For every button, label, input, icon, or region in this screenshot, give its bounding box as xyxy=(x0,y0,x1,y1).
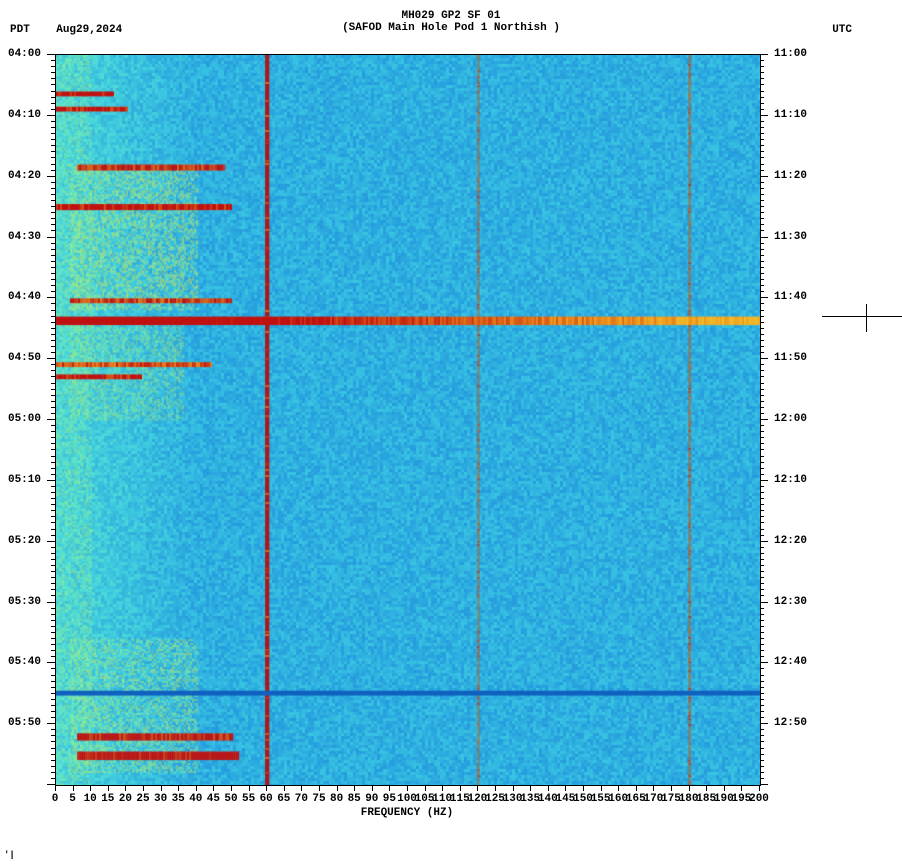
x-tick-label: 25 xyxy=(136,793,149,805)
y-left-label: 04:40 xyxy=(8,291,41,303)
x-tick-label: 35 xyxy=(172,793,185,805)
tz-right-label: UTC xyxy=(832,24,852,36)
y-right-label: 11:40 xyxy=(774,291,807,303)
header-center: MH029 GP2 SF 01 (SAFOD Main Hole Pod 1 N… xyxy=(0,10,902,34)
y-left-label: 04:00 xyxy=(8,48,41,60)
y-right-label: 11:30 xyxy=(774,231,807,243)
y-left-label: 05:20 xyxy=(8,535,41,547)
y-left-label: 05:30 xyxy=(8,596,41,608)
x-tick-label: 50 xyxy=(224,793,237,805)
y-left-label: 04:30 xyxy=(8,231,41,243)
x-tick-label: 60 xyxy=(260,793,273,805)
header-right: UTC xyxy=(832,24,852,36)
y-axis-left: 04:0004:1004:2004:3004:4004:5005:0005:10… xyxy=(0,54,55,784)
x-tick-label: 200 xyxy=(749,793,769,805)
spectrogram-canvas xyxy=(56,55,760,785)
side-event-marker xyxy=(822,304,902,334)
y-right-label: 12:20 xyxy=(774,535,807,547)
y-left-label: 05:40 xyxy=(8,656,41,668)
title-line1: MH029 GP2 SF 01 xyxy=(0,10,902,22)
y-right-label: 12:40 xyxy=(774,656,807,668)
x-tick-label: 45 xyxy=(207,793,220,805)
y-right-label: 12:00 xyxy=(774,413,807,425)
x-tick-label: 0 xyxy=(52,793,59,805)
y-right-label: 11:50 xyxy=(774,352,807,364)
footer-mark: '| xyxy=(4,850,15,860)
marker-vline xyxy=(866,304,867,332)
x-tick-label: 80 xyxy=(330,793,343,805)
x-tick-label: 20 xyxy=(119,793,132,805)
x-tick-label: 70 xyxy=(295,793,308,805)
marker-hline xyxy=(822,316,902,317)
spectrogram-plot xyxy=(55,54,761,786)
y-right-label: 11:20 xyxy=(774,170,807,182)
y-left-label: 04:20 xyxy=(8,170,41,182)
x-tick-label: 95 xyxy=(383,793,396,805)
x-tick-label: 85 xyxy=(348,793,361,805)
y-left-label: 04:10 xyxy=(8,109,41,121)
y-right-label: 11:00 xyxy=(774,48,807,60)
y-left-label: 05:50 xyxy=(8,717,41,729)
x-tick-label: 75 xyxy=(312,793,325,805)
y-left-label: 05:00 xyxy=(8,413,41,425)
x-tick-label: 15 xyxy=(101,793,114,805)
x-axis-title: FREQUENCY (HZ) xyxy=(55,807,759,819)
y-right-label: 12:50 xyxy=(774,717,807,729)
x-tick-label: 30 xyxy=(154,793,167,805)
x-tick-label: 90 xyxy=(365,793,378,805)
x-tick-label: 55 xyxy=(242,793,255,805)
x-tick-label: 10 xyxy=(84,793,97,805)
x-tick-label: 40 xyxy=(189,793,202,805)
y-axis-right: 11:0011:1011:2011:3011:4011:5012:0012:10… xyxy=(760,54,820,784)
x-axis: FREQUENCY (HZ) 05 10 15 20 25 30 35 40 45 50 55 60 6… xyxy=(55,785,759,825)
y-left-label: 05:10 xyxy=(8,474,41,486)
y-left-label: 04:50 xyxy=(8,352,41,364)
y-right-label: 12:30 xyxy=(774,596,807,608)
x-tick-label: 65 xyxy=(277,793,290,805)
title-line2: (SAFOD Main Hole Pod 1 Northish ) xyxy=(0,22,902,34)
y-right-label: 12:10 xyxy=(774,474,807,486)
y-right-label: 11:10 xyxy=(774,109,807,121)
x-tick-label: 5 xyxy=(69,793,76,805)
